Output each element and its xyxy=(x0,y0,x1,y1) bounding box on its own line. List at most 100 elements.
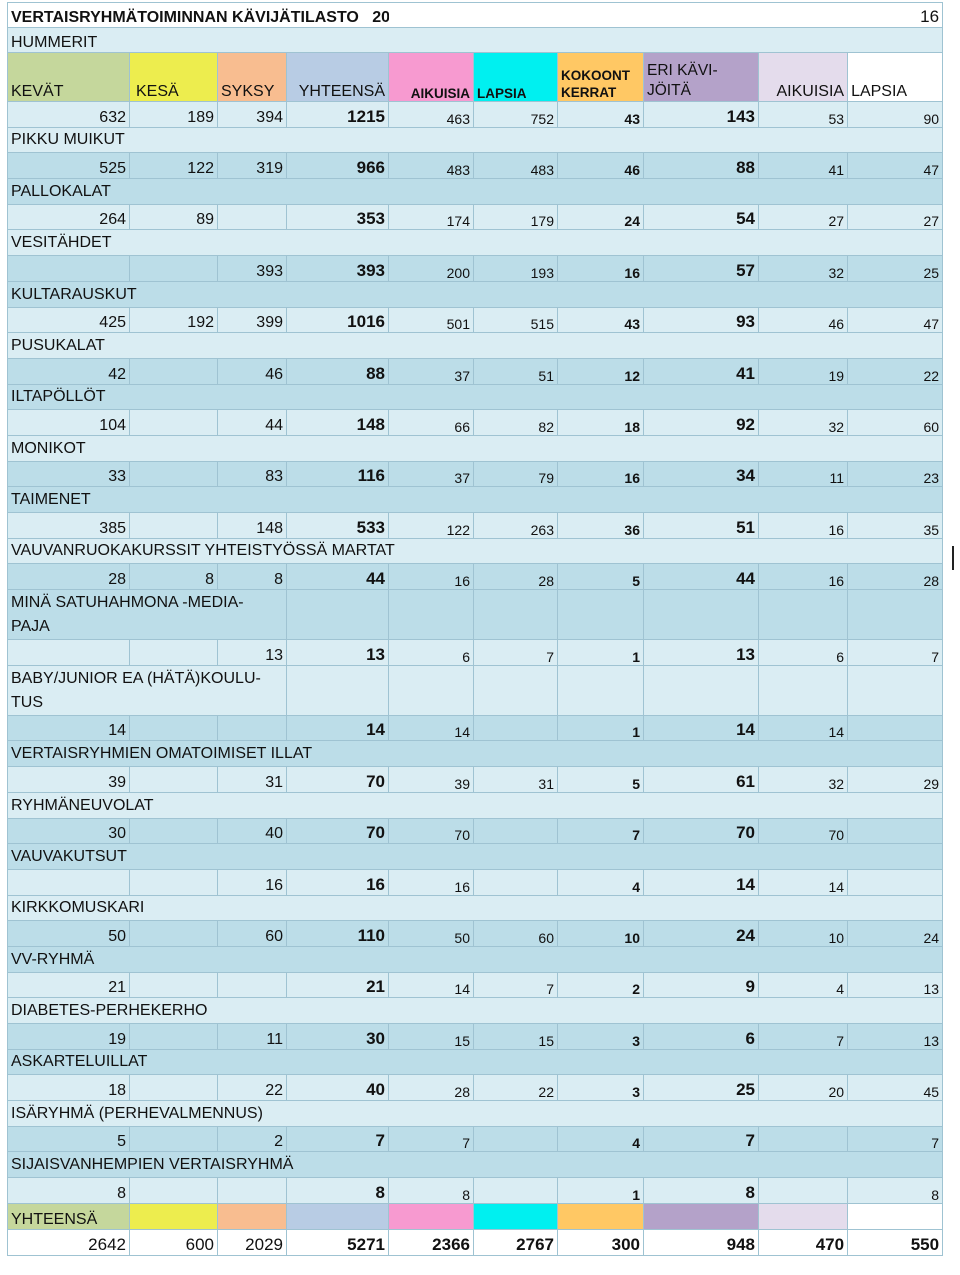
cell-yhteensa: 393 xyxy=(286,255,389,282)
cell-aikuisia-2: 14 xyxy=(757,868,849,896)
cell-kevat: 18 xyxy=(7,1074,130,1102)
total-kevat: 2642 xyxy=(7,1228,130,1256)
group-label: VAUVAKUTSUT xyxy=(6,843,944,870)
group-label-row: TAIMENET xyxy=(6,486,944,513)
cell-lapsia-2: 29 xyxy=(847,766,944,793)
cell-kokoont-kerrat: 3 xyxy=(557,1074,644,1102)
header-kokoont-kerrat: KOKOONT KERRAT xyxy=(557,52,644,102)
cell-kevat: 385 xyxy=(7,512,130,539)
cell-aikuisia-2: 6 xyxy=(757,639,849,666)
total-label: YHTEENSÄ xyxy=(7,1202,130,1230)
cell-lapsia-2: 7 xyxy=(847,639,944,666)
cell-eri-kavijoita: 9 xyxy=(643,971,759,999)
header-eri-line1: ERI KÄVI- xyxy=(647,62,718,79)
total-lapsia-2: 550 xyxy=(847,1228,944,1256)
cell-aikuisia: 14 xyxy=(388,971,474,999)
cell-syksy xyxy=(217,1177,287,1204)
cell-kokoont-kerrat: 24 xyxy=(557,203,644,231)
cell-yhteensa: 116 xyxy=(286,460,389,488)
group-label: VAUVANRUOKAKURSSIT YHTEISTYÖSSÄ MARTAT xyxy=(6,537,944,565)
cell-lapsia: 193 xyxy=(473,255,558,282)
cell-kevat: 50 xyxy=(7,920,130,947)
cell-kokoont-kerrat: 1 xyxy=(557,639,644,666)
cell-aikuisia-2: 53 xyxy=(757,101,849,128)
cell-kokoont-kerrat: 5 xyxy=(557,766,644,793)
cell-aikuisia-2: 16 xyxy=(757,563,849,591)
cell-kokoont-kerrat: 1 xyxy=(557,1177,644,1204)
group-label-row: PUSUKALAT xyxy=(6,332,944,359)
cell-lapsia-2: 7 xyxy=(847,1125,944,1153)
cell-aikuisia-2: 32 xyxy=(757,409,849,436)
cell-aikuisia-2 xyxy=(757,1177,849,1204)
group-label: BABY/JUNIOR EA (HÄTÄ)KOULU- TUS xyxy=(7,664,287,716)
group-label: KULTARAUSKUT xyxy=(6,280,944,308)
header-kokoont-line2: KERRAT xyxy=(561,85,617,100)
cell-lapsia-2: 35 xyxy=(847,512,944,539)
cell-syksy: 2 xyxy=(217,1125,287,1153)
group-values-row: 42 46 88 37 51 12 41 19 22 xyxy=(7,357,944,385)
group-values-row: 28 8 8 44 16 28 5 44 16 28 xyxy=(7,563,944,591)
cell-yhteensa: 7 xyxy=(286,1125,389,1153)
group-values-row: 425 192 399 1016 501 515 43 93 46 47 xyxy=(7,306,944,334)
cell-lapsia: 22 xyxy=(473,1074,558,1102)
cell-kesa xyxy=(129,1177,218,1204)
cell-kesa xyxy=(129,920,218,947)
cell-eri-kavijoita: 57 xyxy=(643,255,759,282)
group-values-row: 33 83 116 37 79 16 34 11 23 xyxy=(7,460,944,488)
cell-kevat xyxy=(7,868,130,896)
cell-lapsia: 515 xyxy=(473,306,558,334)
header-lapsia: LAPSIA xyxy=(473,52,558,102)
cell-kokoont-kerrat: 16 xyxy=(557,460,644,488)
cell-kesa xyxy=(129,1023,218,1050)
cell-lapsia-2: 8 xyxy=(847,1177,944,1204)
cell-eri-kavijoita: 44 xyxy=(643,563,759,591)
group-label-row: KULTARAUSKUT xyxy=(6,280,944,308)
group-values-row: 14 14 14 1 14 14 xyxy=(7,714,944,742)
cell-kevat: 28 xyxy=(7,563,130,591)
cell-syksy: 8 xyxy=(217,563,287,591)
cell-syksy xyxy=(217,203,287,231)
cell-aikuisia: 483 xyxy=(388,152,474,180)
cell-aikuisia-2: 46 xyxy=(757,306,849,334)
header-aikuisia-2: AIKUISIA xyxy=(757,52,849,102)
cell-kesa xyxy=(129,460,218,488)
cell-kesa xyxy=(129,817,218,845)
cell-lapsia: 179 xyxy=(473,203,558,231)
cell-kevat: 21 xyxy=(7,971,130,999)
group-label-row: BABY/JUNIOR EA (HÄTÄ)KOULU- TUS xyxy=(7,664,944,716)
cell-syksy: 16 xyxy=(217,868,287,896)
cell-kesa xyxy=(129,409,218,436)
cell-eri-kavijoita: 25 xyxy=(643,1074,759,1102)
cell-aikuisia: 15 xyxy=(388,1023,474,1050)
group-label-row: ASKARTELUILLAT xyxy=(6,1048,944,1076)
cell-lapsia xyxy=(473,868,558,896)
group-label: VV-RYHMÄ xyxy=(6,945,944,973)
table-title: VERTAISRYHMÄTOIMINNAN KÄVIJÄTILASTO 2014 xyxy=(7,2,389,28)
cell-eri-kavijoita: 8 xyxy=(643,1177,759,1204)
total-label-row: YHTEENSÄ xyxy=(7,1202,944,1230)
cell-kesa: 192 xyxy=(129,306,218,334)
group-label: PIKKU MUIKUT xyxy=(6,126,944,154)
cell-eri-kavijoita: 70 xyxy=(643,817,759,845)
group-label-row: VV-RYHMÄ xyxy=(6,945,944,973)
title-year: 2014 xyxy=(372,9,389,26)
cell-lapsia: 15 xyxy=(473,1023,558,1050)
cell-yhteensa: 110 xyxy=(286,920,389,947)
cell-yhteensa: 40 xyxy=(286,1074,389,1102)
cell-aikuisia: 122 xyxy=(388,512,474,539)
cell-eri-kavijoita: 14 xyxy=(643,714,759,742)
cell-kevat: 42 xyxy=(7,357,130,385)
group-values-row: 39 31 70 39 31 5 61 32 29 xyxy=(7,766,944,793)
cell-syksy: 60 xyxy=(217,920,287,947)
cell-aikuisia: 37 xyxy=(388,460,474,488)
cell-kesa xyxy=(129,766,218,793)
cell-aikuisia: 7 xyxy=(388,1125,474,1153)
visitor-statistics-table: VERTAISRYHMÄTOIMINNAN KÄVIJÄTILASTO 2014… xyxy=(6,2,944,1256)
title-text: VERTAISRYHMÄTOIMINNAN KÄVIJÄTILASTO xyxy=(11,9,359,26)
cell-lapsia: 7 xyxy=(473,971,558,999)
cell-syksy: 83 xyxy=(217,460,287,488)
cell-yhteensa: 44 xyxy=(286,563,389,591)
cell-lapsia xyxy=(473,1125,558,1153)
cell-kokoont-kerrat: 2 xyxy=(557,971,644,999)
